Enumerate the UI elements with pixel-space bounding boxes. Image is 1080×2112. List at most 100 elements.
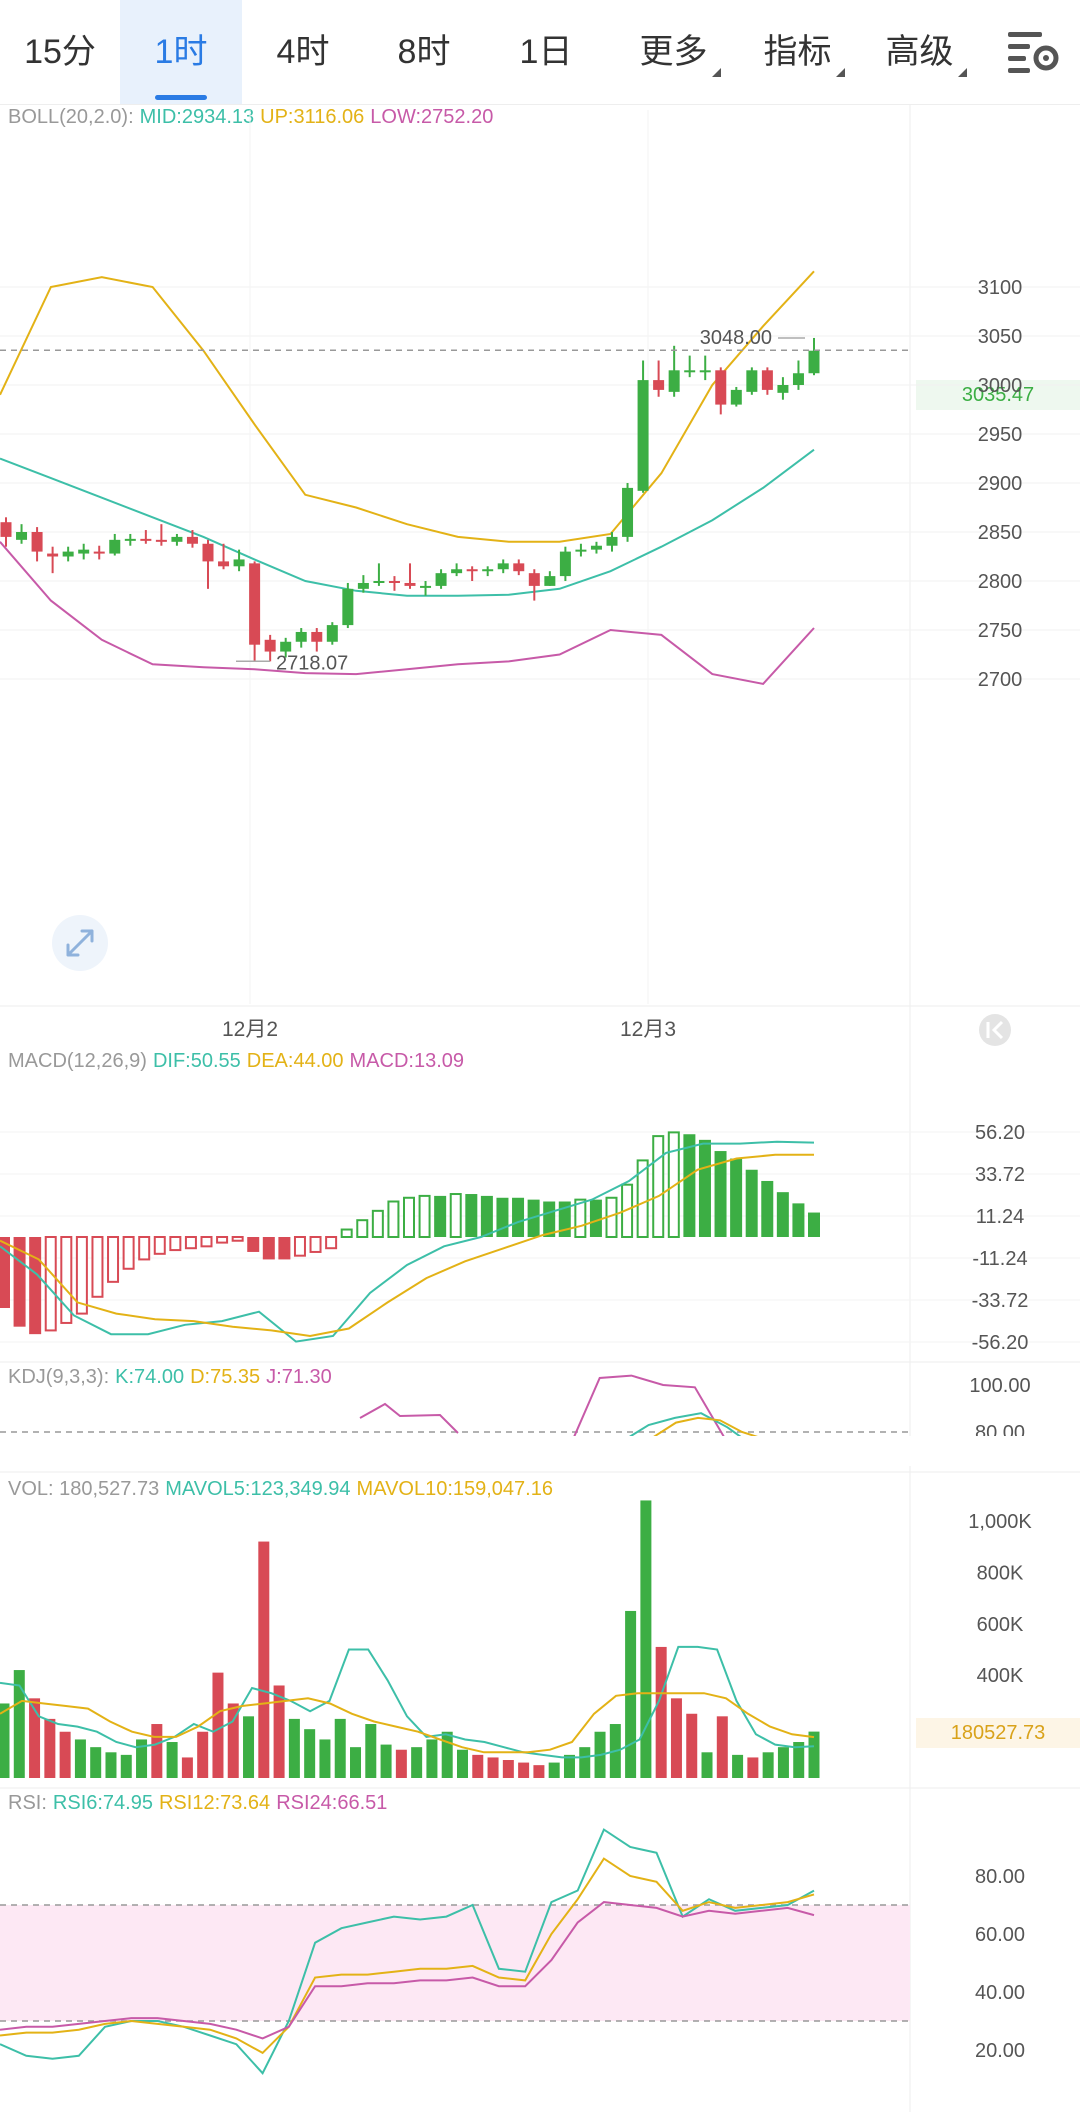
candle-body xyxy=(0,522,12,537)
macd-legend: MACD(12,26,9) DIF:50.55 DEA:44.00 MACD:13.0… xyxy=(8,1050,464,1072)
kdj-legend: KDJ(9,3,3): K:74.00 D:75.35 J:71.30 xyxy=(8,1366,332,1388)
candle-body xyxy=(388,581,400,583)
volume-bar xyxy=(350,1747,362,1778)
volume-bar xyxy=(548,1762,560,1778)
tab-15m[interactable]: 15分 xyxy=(24,33,96,71)
tab-4h[interactable]: 4时 xyxy=(276,33,330,71)
timeframe-tabs: 15分 1时 4时 8时 1日 更多 指标 高级 xyxy=(0,0,1080,105)
kline-chart[interactable]: 3100 3050 3000 2950 2900 2850 2800 2750 2700 3048… xyxy=(0,104,1080,2112)
tab-indicators[interactable]: 指标 xyxy=(744,0,864,104)
candle-body xyxy=(78,549,90,554)
candle-body xyxy=(186,536,198,544)
rsi-axis-label: 80.00 xyxy=(975,1866,1025,1888)
candle-body xyxy=(171,536,183,542)
macd-bar xyxy=(371,1209,384,1238)
macd-bar xyxy=(512,1197,525,1237)
volume-bar xyxy=(243,1716,255,1778)
macd-bar xyxy=(247,1237,260,1252)
macd-bar xyxy=(776,1192,789,1237)
macd-bar xyxy=(91,1236,104,1298)
low-price-label: 2718.07 xyxy=(276,652,348,674)
candle-body xyxy=(326,625,338,642)
candle-body xyxy=(792,373,804,385)
macd-dea-line xyxy=(0,1153,814,1338)
candle-body xyxy=(404,582,416,586)
price-axis-label: 2700 xyxy=(978,669,1023,691)
volume-bar xyxy=(533,1765,545,1778)
volume-bar xyxy=(655,1646,667,1778)
candle-body xyxy=(155,539,167,542)
volume-bar xyxy=(0,1703,10,1778)
macd-bar xyxy=(216,1236,229,1244)
macd-bar xyxy=(169,1236,182,1252)
candle-body xyxy=(373,581,385,583)
price-axis-label: 2850 xyxy=(978,522,1023,544)
macd-bar xyxy=(761,1180,774,1237)
macd-bar xyxy=(278,1237,291,1260)
tab-1h[interactable]: 1时 xyxy=(120,0,242,104)
macd-axis-label: 33.72 xyxy=(975,1164,1025,1186)
macd-bar xyxy=(636,1159,649,1238)
candle-body xyxy=(202,543,214,562)
candle-body xyxy=(233,559,245,567)
high-price-label: 3048.00 xyxy=(700,327,772,349)
macd-bar xyxy=(714,1151,727,1237)
volume-bar xyxy=(136,1739,148,1778)
tab-more[interactable]: 更多 xyxy=(620,0,740,104)
volume-axis-label: 800K xyxy=(977,1562,1024,1584)
candle-body xyxy=(264,639,276,652)
candle-body xyxy=(513,563,525,572)
candle-body xyxy=(124,538,136,541)
expand-arrows-icon[interactable] xyxy=(52,915,108,971)
date-label-12-2: 12月2 xyxy=(222,1018,278,1041)
rsi-band xyxy=(0,1905,910,2021)
candle-body xyxy=(31,532,43,552)
volume-bar xyxy=(426,1739,438,1778)
macd-bar xyxy=(262,1237,275,1260)
macd-bar xyxy=(652,1135,665,1239)
macd-bar xyxy=(480,1195,493,1237)
chart-settings-icon[interactable] xyxy=(1006,28,1060,74)
volume-bar xyxy=(747,1757,759,1778)
candle-body xyxy=(466,569,478,572)
macd-bar xyxy=(683,1134,696,1237)
candle-body xyxy=(808,350,820,374)
candle-body xyxy=(342,588,354,626)
rsi12-line xyxy=(0,1857,815,2055)
tab-advanced[interactable]: 高级 xyxy=(866,0,986,104)
volume-bar xyxy=(579,1747,591,1778)
price-axis-label: 3050 xyxy=(978,326,1023,348)
macd-bar xyxy=(808,1212,820,1237)
volume-bar xyxy=(380,1744,392,1778)
macd-bar xyxy=(60,1236,73,1324)
volume-bar xyxy=(197,1731,209,1778)
macd-bar xyxy=(543,1201,556,1237)
candle-body xyxy=(218,561,230,567)
macd-bar xyxy=(356,1219,369,1239)
volume-bar xyxy=(441,1731,453,1778)
rsi-axis-label: 40.00 xyxy=(975,1982,1025,2004)
volume-axis-label: 600K xyxy=(977,1614,1024,1636)
volume-bar xyxy=(181,1757,193,1778)
candle-body xyxy=(16,532,28,540)
candle-body xyxy=(606,536,618,546)
tab-8h[interactable]: 8时 xyxy=(397,33,451,71)
candle-body xyxy=(497,563,509,570)
candle-body xyxy=(451,569,463,574)
volume-bar xyxy=(151,1724,163,1778)
candle-body xyxy=(357,582,369,589)
tab-1d[interactable]: 1日 xyxy=(519,33,573,71)
candle-body xyxy=(249,563,261,645)
macd-axis-label: 11.24 xyxy=(976,1206,1025,1228)
volume-bar xyxy=(808,1731,820,1778)
volume-bar xyxy=(227,1703,239,1778)
volume-bar xyxy=(334,1718,346,1778)
volume-bar xyxy=(59,1731,71,1778)
volume-bar xyxy=(640,1500,652,1778)
volume-bar xyxy=(456,1749,468,1778)
macd-bar xyxy=(574,1198,587,1238)
scroll-to-latest-icon[interactable] xyxy=(979,1014,1011,1046)
volume-bar xyxy=(273,1685,285,1778)
dropdown-triangle-icon xyxy=(835,68,845,77)
price-axis-label: 2950 xyxy=(978,424,1023,446)
